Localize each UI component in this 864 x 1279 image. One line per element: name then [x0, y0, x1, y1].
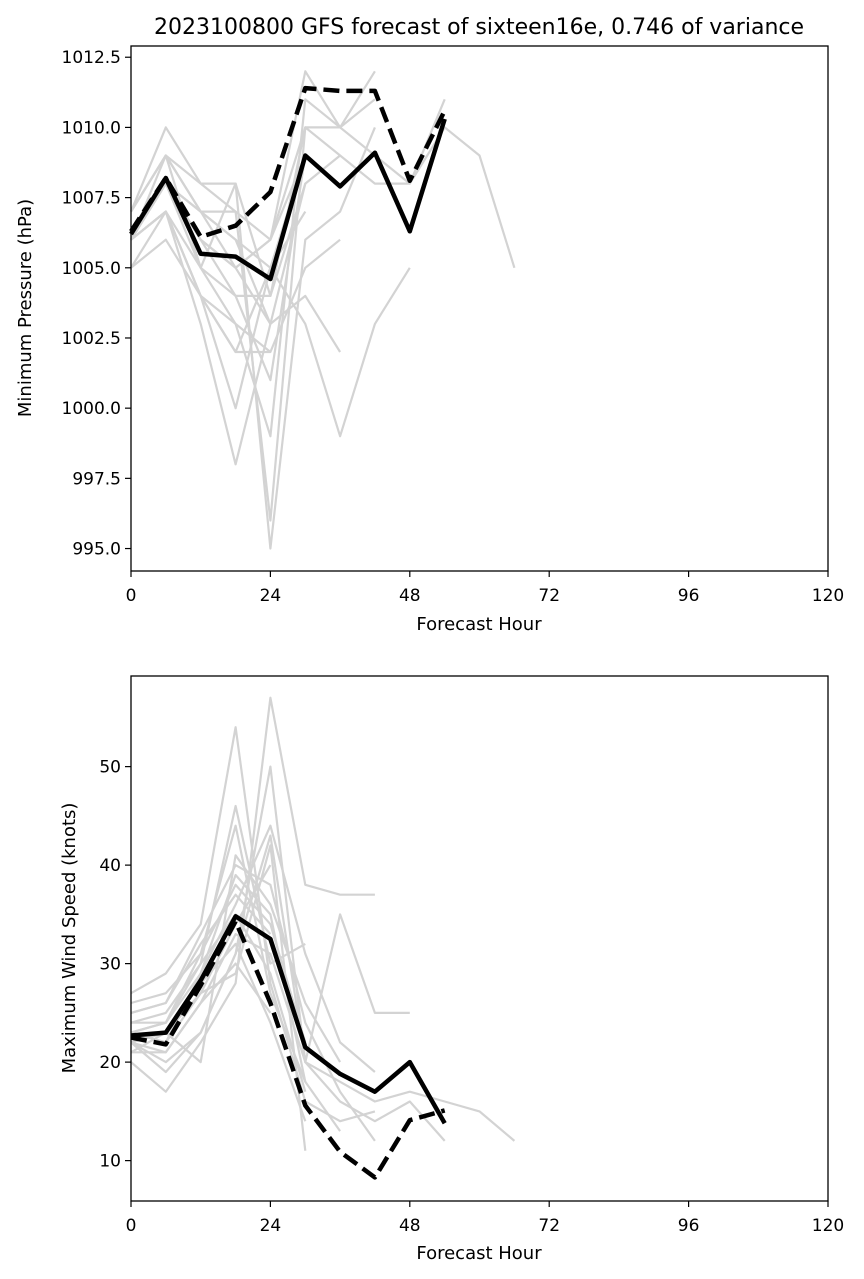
- pressure-ensemble-line: [130, 127, 307, 241]
- wind-ensemble-line: [130, 696, 375, 1093]
- x-tick-label: 72: [538, 1216, 560, 1236]
- y-tick-label: 995.0: [72, 540, 121, 560]
- pressure-ensemble-line: [130, 182, 272, 325]
- y-tick-label: 1000.0: [62, 399, 121, 419]
- x-tick-label: 48: [399, 1216, 421, 1236]
- wind-ensemble-line: [130, 726, 376, 1123]
- pressure-ensemble-line: [130, 98, 376, 297]
- wind-dashed-line: [130, 919, 446, 1180]
- wind-ensemble-lines: [130, 696, 516, 1151]
- wind-ensemble-line: [130, 834, 516, 1142]
- wind-panel: 0 24 48 72 96 120 10 20 30 40 50 Forecast Hour Ma…: [59, 675, 844, 1264]
- wind-ensemble-line: [130, 873, 307, 1083]
- x-tick-label: 0: [126, 1216, 137, 1236]
- y-tick-label: 1007.5: [62, 189, 121, 209]
- wind-solid-line: [130, 914, 447, 1125]
- pressure-dashed-line: [129, 85, 447, 240]
- chart-title: 2023100800 GFS forecast of sixteen16e, 0…: [154, 15, 804, 40]
- pressure-ensemble-lines: [129, 70, 516, 550]
- y-tick-label: 1010.0: [62, 118, 121, 138]
- x-tick-label: 24: [260, 586, 282, 606]
- pressure-y-ticks: 995.0 997.5 1000.0 1002.5 1005.0 1007.5 1010.0…: [62, 48, 131, 560]
- pressure-panel: 2023100800 GFS forecast of sixteen16e, 0…: [15, 15, 844, 635]
- y-tick-label: 1002.5: [62, 329, 121, 349]
- wind-ensemble-line: [130, 913, 307, 1093]
- y-tick-label: 10: [99, 1152, 121, 1172]
- pressure-ensemble-line: [130, 210, 272, 353]
- wind-ensemble-line: [130, 893, 272, 1014]
- pressure-solid-line: [129, 118, 447, 282]
- y-tick-label: 30: [99, 955, 121, 975]
- wind-x-ticks: 0 24 48 72 96 120: [126, 1201, 844, 1236]
- wind-main-lines: [130, 914, 447, 1180]
- x-tick-label: 0: [126, 586, 137, 606]
- y-tick-label: 1012.5: [62, 48, 121, 68]
- x-tick-label: 120: [812, 586, 844, 606]
- pressure-main-lines: [129, 85, 447, 282]
- x-tick-label: 72: [538, 586, 560, 606]
- x-tick-label: 120: [812, 1216, 844, 1236]
- wind-x-axis-label: Forecast Hour: [416, 1243, 542, 1264]
- wind-y-axis-label: Maximum Wind Speed (knots): [59, 803, 80, 1074]
- x-tick-label: 96: [678, 1216, 700, 1236]
- x-tick-label: 96: [678, 586, 700, 606]
- y-tick-label: 997.5: [72, 469, 121, 489]
- x-tick-label: 48: [399, 586, 421, 606]
- wind-ensemble-line: [130, 864, 272, 1044]
- wind-plot-frame: [130, 675, 829, 1202]
- pressure-y-axis-label: Minimum Pressure (hPa): [15, 199, 36, 417]
- y-tick-label: 20: [99, 1053, 121, 1073]
- y-tick-label: 40: [99, 856, 121, 876]
- pressure-plot-frame: [130, 45, 829, 572]
- y-tick-label: 50: [99, 758, 121, 778]
- pressure-x-ticks: 0 24 48 72 96 120: [126, 571, 844, 606]
- pressure-ensemble-line: [130, 70, 376, 438]
- x-tick-label: 24: [260, 1216, 282, 1236]
- y-tick-label: 1005.0: [62, 259, 121, 279]
- wind-ensemble-line: [130, 765, 410, 1074]
- pressure-x-axis-label: Forecast Hour: [416, 614, 542, 635]
- wind-ensemble-line: [131, 962, 272, 1054]
- wind-y-ticks: 10 20 30 40 50: [99, 758, 131, 1172]
